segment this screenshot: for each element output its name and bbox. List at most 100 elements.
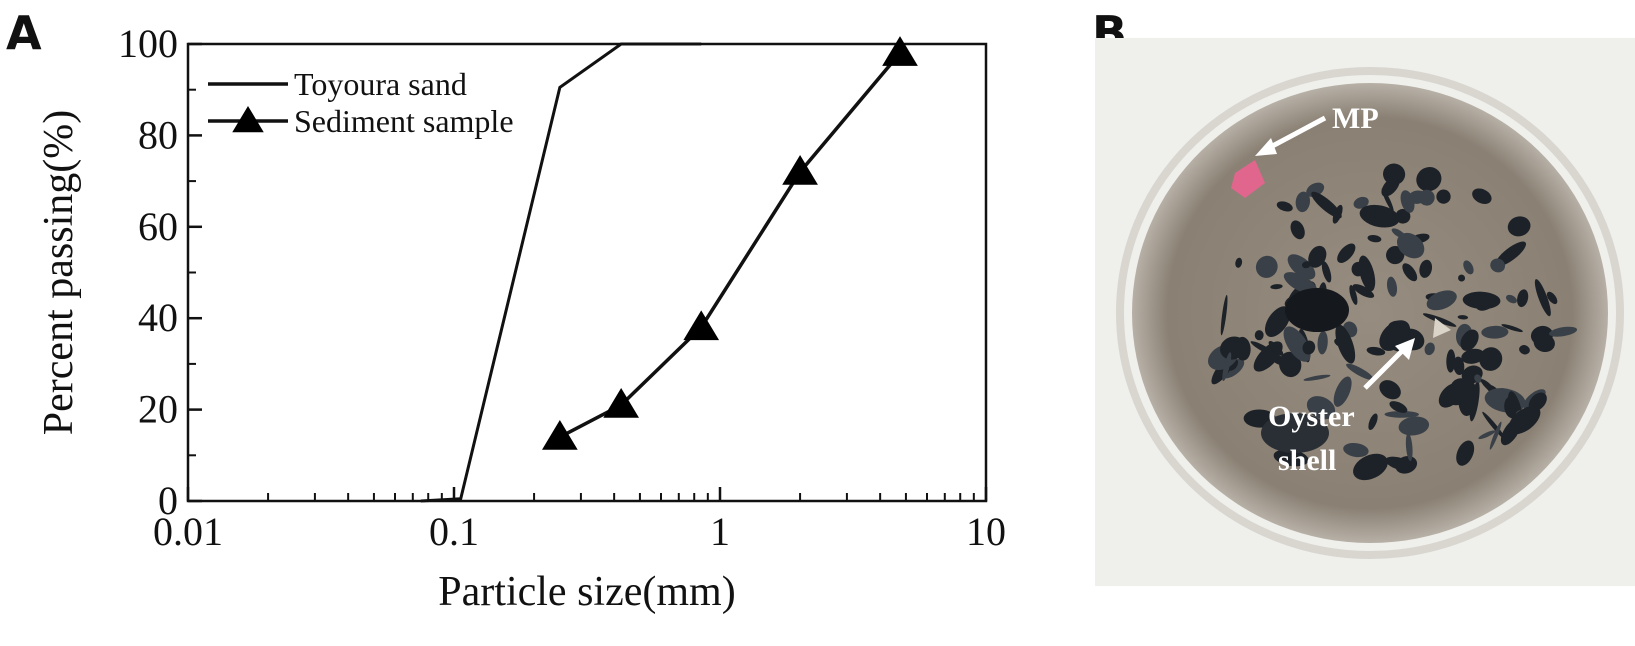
y-tick-label: 20 [138,387,178,432]
mp-arrow-head [1255,138,1277,156]
particle [1446,349,1456,373]
particle [1337,243,1356,263]
particle [1359,204,1400,228]
mp-arrow [1263,115,1327,153]
series-line-1 [420,42,702,503]
oyster-arrow-head [1395,338,1415,360]
mp-fragment [1231,160,1265,198]
particle [1276,201,1293,212]
particle [1386,276,1398,297]
particle [1389,401,1408,413]
particle [1549,326,1578,337]
particle [1405,433,1413,461]
particle [1416,167,1442,192]
particle [1311,191,1342,219]
particle [1353,196,1369,209]
particle [1419,259,1433,278]
particle [1479,347,1503,371]
particle [1270,284,1283,290]
particle [1517,289,1529,308]
dark-particle-cluster [1261,413,1329,453]
y-tick-label: 0 [158,478,178,523]
particle [1397,232,1425,259]
particle [1255,255,1278,278]
particle [1461,348,1485,364]
particle [1546,291,1558,305]
particle [1335,324,1356,364]
particle [1301,261,1311,269]
particle [1474,374,1482,383]
particle [1321,261,1332,283]
x-tick-label: 10 [966,509,1006,554]
oyster-shell-fragment [1433,318,1451,338]
axis-ticks: 0 20 40 60 80 100 0.01 0.1 1 10 [118,21,1006,554]
particle [1489,421,1502,450]
particle [1283,272,1318,295]
particle [1506,294,1517,304]
particle [1462,291,1501,310]
particle [1458,274,1466,282]
particle-size-chart: 0 20 40 60 80 100 0.01 0.1 1 10 Toyoura sandSedim… [36,21,1006,615]
particle [1264,306,1291,337]
dark-particles [1207,163,1578,481]
particle [1456,440,1475,466]
particle [1317,331,1328,355]
legend-marker [232,106,264,133]
dark-pebble [1285,288,1349,332]
particle [1463,260,1474,275]
particle [1279,351,1302,378]
particle [1400,190,1415,213]
particle [1472,188,1492,204]
particle [1343,442,1369,458]
series-line-2 [559,52,902,439]
particle [1368,413,1378,431]
particle [1308,245,1327,268]
y-tick-label: 100 [118,21,178,66]
particle [1391,228,1407,239]
particle [1436,189,1451,204]
particle [1306,182,1325,197]
particle [1346,363,1374,380]
particle [1352,284,1375,298]
particle [1379,380,1401,400]
particle [1254,330,1264,341]
particle [1290,220,1305,240]
particle [1481,325,1509,339]
particle [1490,258,1506,273]
particle [1384,411,1419,418]
particle [1482,411,1506,441]
x-tick-label: 1 [710,509,730,554]
particle [1402,263,1418,282]
oyster-label-line2: shell [1278,444,1336,477]
data-point [782,154,818,185]
particle [1268,341,1284,356]
particle [1438,382,1463,408]
sediment-dish-photo: MP Oyster shell [1095,38,1635,586]
mp-label: MP [1332,102,1379,135]
particle [1385,456,1414,471]
particle [1250,341,1278,357]
particle [1519,345,1530,355]
data-point [603,388,640,418]
data-point [542,420,578,450]
data-point [882,36,918,66]
particle [1220,294,1228,336]
legend-label-2: Sediment sample [294,103,514,139]
particle [1287,254,1316,280]
particle [1333,376,1352,407]
particle [1495,241,1527,267]
particle [1358,255,1376,292]
series-layer [420,36,918,503]
particle [1453,356,1465,376]
panel-label-a: A [6,6,42,60]
particle [1302,340,1316,355]
particle [1283,326,1311,362]
particle [1386,245,1405,265]
particle [1426,290,1457,311]
particle [1366,346,1386,356]
particle [1303,374,1331,381]
y-axis-title: Percent passing(%) [36,110,82,435]
particle [1533,333,1555,353]
particle [1306,396,1336,420]
particle [1222,352,1232,382]
